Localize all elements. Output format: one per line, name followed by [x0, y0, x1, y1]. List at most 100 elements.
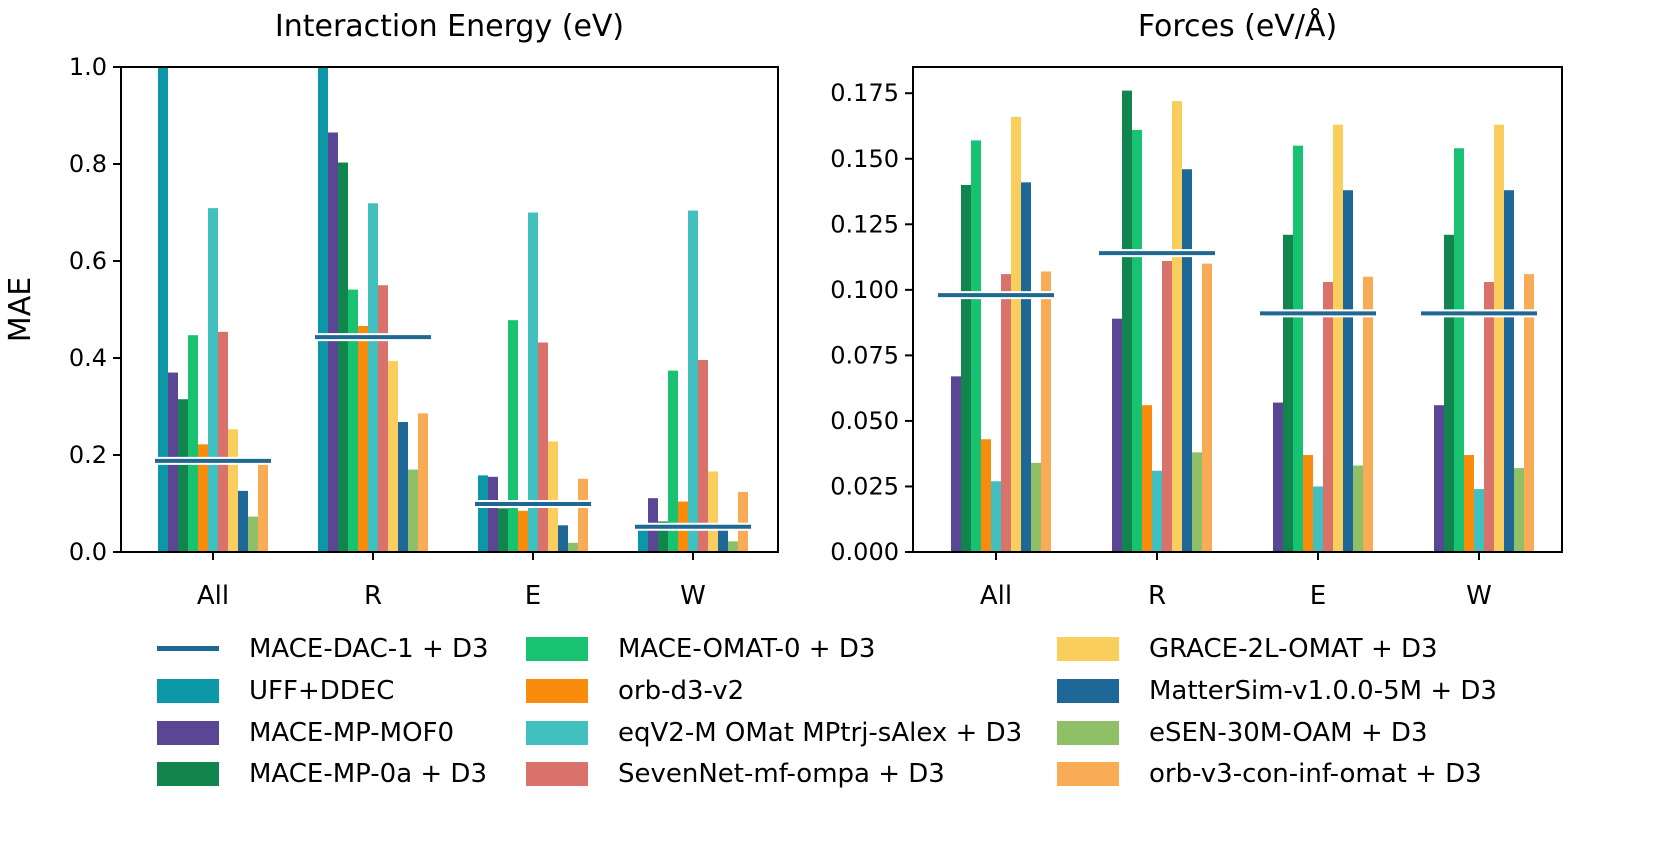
bar-eqv2-m-omat-mptrj-salex-d3-w [1474, 489, 1484, 552]
bar-eqv2-m-omat-mptrj-salex-d3-r [1152, 470, 1162, 552]
bar-eqv2-m-omat-mptrj-salex-d3-w [688, 210, 698, 552]
bar-sevennet-mf-ompa-d3-all [1001, 274, 1011, 552]
bar-orb-v3-con-inf-omat-d3-r [1202, 263, 1212, 552]
bar-mace-mp-mof0-r [1112, 318, 1122, 552]
bar-mace-mp-mof0-all [951, 376, 961, 552]
x-tick-label-e: E [525, 581, 541, 611]
bar-sevennet-mf-ompa-d3-w [1484, 281, 1494, 552]
y-tick-label: 0.2 [69, 441, 107, 469]
bar-grace-2l-omat-d3-w [708, 471, 718, 552]
plot-frame [120, 66, 779, 553]
bar-grace-2l-omat-d3-w [1494, 124, 1504, 553]
bar-mattersim-v1-0-0-5m-d3-w [718, 527, 728, 552]
bar-mace-omat-0-d3-r [1132, 129, 1142, 552]
bar-mace-mp-0a-d3-all [178, 399, 188, 552]
y-tick-label: 0.8 [69, 150, 107, 178]
bar-mace-mp-0a-d3-e [1283, 234, 1293, 552]
bar-grace-2l-omat-d3-e [1333, 124, 1343, 553]
y-tick-label: 0.000 [830, 538, 899, 566]
bar-orb-d3-v2-all [198, 444, 208, 552]
bar-orb-v3-con-inf-omat-d3-e [1363, 276, 1373, 552]
bar-orb-d3-v2-w [1464, 455, 1474, 552]
y-tick-label: 0.025 [830, 472, 899, 500]
bar-grace-2l-omat-d3-all [228, 429, 238, 552]
bar-mattersim-v1-0-0-5m-d3-e [558, 525, 568, 552]
bar-mace-mp-0a-d3-r [1122, 90, 1132, 552]
bar-mattersim-v1-0-0-5m-d3-e [1343, 190, 1353, 552]
chart-panel-1: Interaction Energy (eV) MAE 0.0 0.2 0.4 0.6 0.… [3, 9, 779, 611]
y-tick-label: 0.125 [830, 210, 899, 238]
y-axis-label: MAE [3, 277, 38, 342]
bar-mace-mp-0a-d3-w [1444, 234, 1454, 552]
bar-eqv2-m-omat-mptrj-salex-d3-e [528, 212, 538, 552]
bar-esen-30m-oam-d3-r [1192, 452, 1202, 552]
bar-sevennet-mf-ompa-d3-r [378, 285, 388, 552]
bar-eqv2-m-omat-mptrj-salex-d3-all [991, 481, 1001, 552]
bar-orb-v3-con-inf-omat-d3-e [578, 478, 588, 552]
bar-orb-v3-con-inf-omat-d3-w [1524, 274, 1534, 552]
y-tick-label: 0.0 [69, 538, 107, 566]
x-tick-label-all: All [980, 581, 1012, 611]
bar-esen-30m-oam-d3-all [1031, 462, 1041, 552]
bar-mace-mp-0a-d3-e [498, 508, 508, 552]
bar-mace-omat-0-d3-r [348, 289, 358, 552]
bar-esen-30m-oam-d3-w [1514, 468, 1524, 552]
chart-title: Forces (eV/Å) [1138, 8, 1337, 44]
bar-mattersim-v1-0-0-5m-d3-r [398, 422, 408, 552]
bar-mace-mp-mof0-r [328, 132, 338, 552]
bar-uff-ddec-w [638, 525, 648, 552]
bar-orb-d3-v2-e [1303, 455, 1313, 552]
bar-uff-ddec-e [478, 475, 488, 552]
bar-sevennet-mf-ompa-d3-w [698, 359, 708, 552]
x-tick-label-w: W [680, 581, 706, 611]
bar-grace-2l-omat-d3-r [388, 360, 398, 552]
bar-eqv2-m-omat-mptrj-salex-d3-r [368, 203, 378, 552]
y-tick-label: 1.0 [69, 53, 107, 81]
x-tick-label-w: W [1466, 581, 1492, 611]
bar-mace-omat-0-d3-e [1293, 145, 1303, 552]
bar-esen-30m-oam-d3-e [568, 542, 578, 552]
bar-eqv2-m-omat-mptrj-salex-d3-e [1313, 486, 1323, 552]
x-tick-label-e: E [1310, 581, 1326, 611]
bar-grace-2l-omat-d3-all [1011, 116, 1021, 552]
bar-uff-ddec-all [158, 67, 168, 552]
y-tick-label: 0.050 [830, 407, 899, 435]
bar-sevennet-mf-ompa-d3-e [1323, 281, 1333, 552]
plot-frame [912, 66, 1563, 553]
bar-esen-30m-oam-d3-all [248, 516, 258, 552]
y-tick-label: 0.175 [830, 79, 899, 107]
x-tick-label-r: R [1148, 581, 1166, 611]
bar-esen-30m-oam-d3-r [408, 469, 418, 552]
x-tick-label-r: R [364, 581, 382, 611]
bar-mattersim-v1-0-0-5m-d3-r [1182, 169, 1192, 553]
chart-panel-2: Forces (eV/Å) 0.000 0.025 0.050 0.075 0.100 0.… [830, 8, 1563, 611]
y-tick-label: 0.075 [830, 341, 899, 369]
bar-mattersim-v1-0-0-5m-d3-all [1021, 182, 1031, 552]
bar-mace-mp-0a-d3-all [961, 184, 971, 553]
bar-orb-v3-con-inf-omat-d3-all [1041, 271, 1051, 552]
bar-mace-mp-mof0-w [1434, 405, 1444, 552]
bar-orb-d3-v2-all [981, 439, 991, 552]
x-tick-label-all: All [197, 581, 229, 611]
bar-grace-2l-omat-d3-e [548, 441, 558, 552]
bar-mace-omat-0-d3-w [668, 370, 678, 552]
bar-sevennet-mf-ompa-d3-all [218, 331, 228, 552]
bar-esen-30m-oam-d3-w [728, 541, 738, 552]
bar-grace-2l-omat-d3-r [1172, 101, 1182, 552]
bar-esen-30m-oam-d3-e [1353, 465, 1363, 552]
y-tick-label: 0.6 [69, 247, 107, 275]
bar-orb-v3-con-inf-omat-d3-w [738, 491, 748, 552]
bar-uff-ddec-r [318, 67, 328, 552]
bar-orb-d3-v2-e [518, 510, 528, 552]
bar-mattersim-v1-0-0-5m-d3-w [1504, 190, 1514, 552]
bar-mace-mp-mof0-e [1273, 402, 1283, 552]
bar-mattersim-v1-0-0-5m-d3-all [238, 490, 248, 552]
bar-sevennet-mf-ompa-d3-r [1162, 261, 1172, 552]
bar-orb-v3-con-inf-omat-d3-all [258, 461, 268, 552]
bar-mace-mp-0a-d3-r [338, 162, 348, 553]
bar-mace-omat-0-d3-all [971, 140, 981, 553]
bar-mace-mp-0a-d3-w [658, 521, 668, 552]
bar-eqv2-m-omat-mptrj-salex-d3-all [208, 208, 218, 552]
y-tick-label: 0.4 [69, 344, 107, 372]
